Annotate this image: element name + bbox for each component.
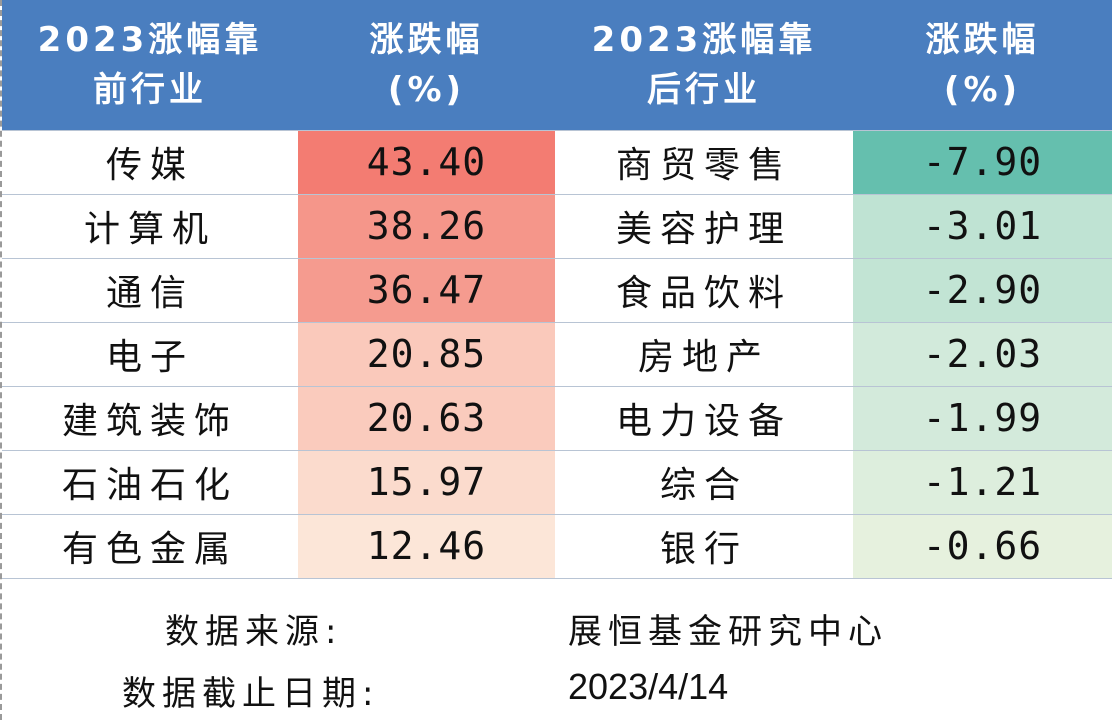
top-change-cell: 43.40 xyxy=(298,129,555,195)
bottom-change-cell: -1.21 xyxy=(853,449,1112,515)
data-cutoff-value: 2023/4/14 xyxy=(568,666,729,707)
table-row: 建筑装饰 20.63 电力设备 -1.99 xyxy=(2,385,1112,451)
table-row: 石油石化 15.97 综合 -1.21 xyxy=(2,449,1112,515)
bottom-industry-cell: 综合 xyxy=(555,449,853,515)
bottom-industry-cell: 商贸零售 xyxy=(555,129,853,195)
header-bottom-industry: 2023涨幅靠 后行业 xyxy=(555,0,853,130)
bottom-industry-cell: 房地产 xyxy=(555,321,853,387)
top-change-cell: 38.26 xyxy=(298,193,555,259)
industry-performance-table: 2023涨幅靠 前行业 涨跌幅 (%) 2023涨幅靠 后行业 涨跌幅 (%) … xyxy=(2,0,1112,579)
table-row: 有色金属 12.46 银行 -0.66 xyxy=(2,513,1112,579)
data-source-label: 数据来源: xyxy=(165,612,343,652)
bottom-industry-cell: 银行 xyxy=(555,513,853,579)
data-cutoff-line: 数据截止日期: 2023/4/14 xyxy=(2,666,1112,714)
top-change-cell: 12.46 xyxy=(298,513,555,579)
table-row: 传媒 43.40 商贸零售 -7.90 xyxy=(2,129,1112,195)
bottom-industry-cell: 美容护理 xyxy=(555,193,853,259)
top-change-cell: 20.63 xyxy=(298,385,555,451)
top-industry-cell: 建筑装饰 xyxy=(2,385,298,451)
bottom-change-cell: -3.01 xyxy=(853,193,1112,259)
bottom-industry-cell: 食品饮料 xyxy=(555,257,853,323)
top-industry-cell: 通信 xyxy=(2,257,298,323)
bottom-change-cell: -0.66 xyxy=(853,513,1112,579)
top-industry-cell: 电子 xyxy=(2,321,298,387)
data-source-value: 展恒基金研究中心 xyxy=(568,612,888,652)
bottom-change-cell: -1.99 xyxy=(853,385,1112,451)
top-change-cell: 36.47 xyxy=(298,257,555,323)
bottom-change-cell: -7.90 xyxy=(853,129,1112,195)
top-industry-cell: 有色金属 xyxy=(2,513,298,579)
data-source-line: 数据来源: 展恒基金研究中心 xyxy=(2,604,1112,652)
table-row: 通信 36.47 食品饮料 -2.90 xyxy=(2,257,1112,323)
top-change-cell: 20.85 xyxy=(298,321,555,387)
header-top-change: 涨跌幅 (%) xyxy=(298,0,555,130)
top-industry-cell: 传媒 xyxy=(2,129,298,195)
table-header-row: 2023涨幅靠 前行业 涨跌幅 (%) 2023涨幅靠 后行业 涨跌幅 (%) xyxy=(2,0,1112,130)
data-cutoff-label: 数据截止日期: xyxy=(122,674,380,714)
table-row: 电子 20.85 房地产 -2.03 xyxy=(2,321,1112,387)
top-change-cell: 15.97 xyxy=(298,449,555,515)
bottom-change-cell: -2.90 xyxy=(853,257,1112,323)
top-industry-cell: 石油石化 xyxy=(2,449,298,515)
header-top-industry: 2023涨幅靠 前行业 xyxy=(2,0,298,130)
table-row: 计算机 38.26 美容护理 -3.01 xyxy=(2,193,1112,259)
top-industry-cell: 计算机 xyxy=(2,193,298,259)
bottom-change-cell: -2.03 xyxy=(853,321,1112,387)
header-bottom-change: 涨跌幅 (%) xyxy=(853,0,1112,130)
bottom-industry-cell: 电力设备 xyxy=(555,385,853,451)
